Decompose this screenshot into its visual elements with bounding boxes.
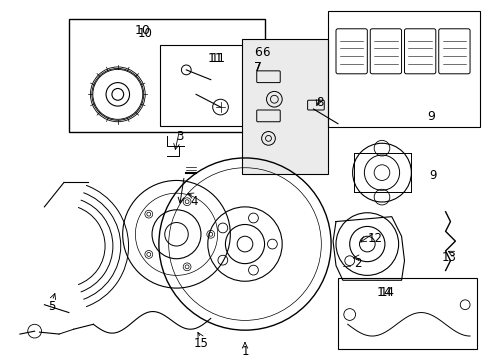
Text: 15: 15 [194,337,208,350]
Text: 11: 11 [211,51,226,65]
Text: 12: 12 [368,232,383,245]
Text: 10: 10 [134,24,150,37]
Text: 9: 9 [427,111,435,123]
Text: 11: 11 [208,51,223,65]
Text: 3: 3 [176,130,183,143]
Text: 14: 14 [379,287,394,300]
Bar [328,11,480,127]
Text: 1: 1 [241,345,249,358]
Text: 13: 13 [442,251,457,264]
Text: 4: 4 [191,195,198,208]
Text: 6: 6 [254,46,262,59]
Text: 7: 7 [254,62,262,75]
Text: 9: 9 [429,169,437,182]
Text: 8: 8 [317,96,324,109]
Text: 14: 14 [377,287,393,300]
Text: 10: 10 [138,27,152,40]
Bar [69,19,265,131]
Bar [338,278,477,349]
Bar [242,39,328,174]
Bar [160,45,258,126]
Text: 2: 2 [354,257,361,270]
Text: 7: 7 [254,62,262,75]
Text: 5: 5 [49,300,56,313]
Text: 6: 6 [262,46,270,59]
